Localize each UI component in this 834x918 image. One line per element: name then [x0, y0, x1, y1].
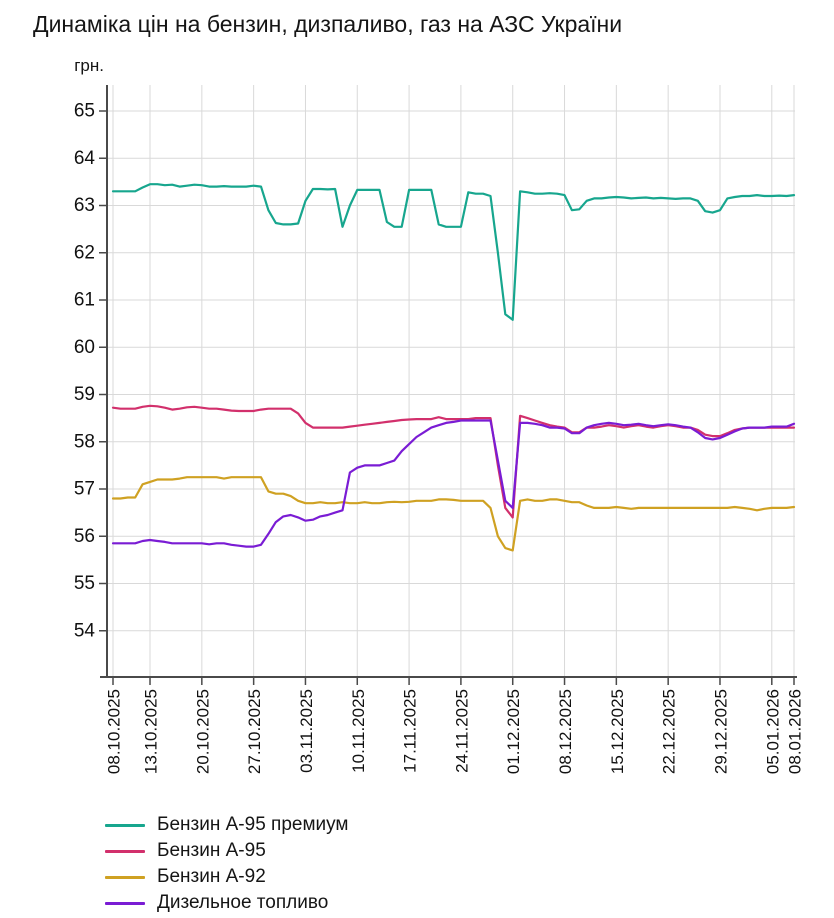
- y-axis-tick-label: 56: [74, 526, 95, 547]
- x-axis-tick-label: 08.10.2025: [105, 689, 124, 774]
- y-axis-tick-label: 62: [74, 242, 95, 263]
- x-axis-tick-label: 10.11.2025: [349, 689, 368, 773]
- legend-item-benzin-a95-premium: Бензин А-95 премиум: [105, 814, 348, 836]
- x-axis-tick-label: 20.10.2025: [193, 689, 212, 774]
- x-axis-tick-label: 08.01.2026: [786, 689, 805, 774]
- y-axis-tick-label: 55: [74, 573, 95, 594]
- series-line-3: [111, 419, 796, 548]
- y-axis-tick-label: 54: [74, 620, 96, 641]
- y-axis-tick-label: 61: [74, 290, 95, 311]
- x-axis-tick-label: 29.12.2025: [711, 689, 730, 774]
- y-axis-tick-label: 59: [74, 384, 95, 405]
- y-axis-tick-label: 63: [74, 195, 95, 216]
- x-axis-tick-label: 03.11.2025: [297, 689, 316, 773]
- legend-swatch-diesel: [105, 901, 145, 905]
- legend-item-benzin-a95: Бензин А-95: [105, 840, 348, 862]
- y-axis-tick-label: 64: [74, 148, 96, 169]
- x-axis-tick-label: 01.12.2025: [504, 689, 523, 774]
- legend-swatch-benzin-a92: [105, 875, 145, 879]
- legend-label-benzin-a95: Бензин А-95: [157, 840, 266, 861]
- y-axis-tick-label: 58: [74, 431, 95, 452]
- legend-label-diesel: Дизельное топливо: [157, 892, 329, 913]
- series-line-0: [111, 183, 796, 321]
- y-axis-tick-label: 60: [74, 337, 95, 358]
- series-line-2: [111, 476, 796, 552]
- x-axis-tick-label: 24.11.2025: [452, 689, 471, 773]
- legend-label-benzin-a92: Бензин А-92: [157, 866, 266, 887]
- x-axis-tick-label: 05.01.2026: [763, 689, 782, 774]
- y-axis-unit-label: грн.: [74, 56, 104, 75]
- x-axis-tick-label: 22.12.2025: [660, 689, 679, 774]
- x-axis-tick-label: 08.12.2025: [556, 689, 575, 774]
- chart-legend: Бензин А-95 премиум Бензин А-95 Бензин А…: [105, 814, 348, 914]
- legend-swatch-benzin-a95: [105, 849, 145, 853]
- x-axis-tick-label: 27.10.2025: [245, 689, 264, 774]
- chart-title: Динаміка цін на бензин, дизпаливо, газ н…: [33, 11, 623, 37]
- y-axis-tick-label: 65: [74, 101, 95, 122]
- legend-item-benzin-a92: Бензин А-92: [105, 866, 348, 888]
- x-axis-tick-label: 15.12.2025: [608, 689, 627, 774]
- y-axis-tick-label: 57: [74, 479, 95, 500]
- x-axis-tick-label: 17.11.2025: [401, 689, 420, 773]
- legend-swatch-benzin-a95-premium: [105, 823, 145, 827]
- legend-item-diesel: Дизельное топливо: [105, 892, 348, 914]
- x-axis-tick-label: 13.10.2025: [142, 689, 161, 774]
- price-line-chart: 54 55 56 57 58 59 60 61 62 63 64 65 08.10.2025 13.10.…: [74, 85, 805, 774]
- legend-label-benzin-a95-premium: Бензин А-95 премиум: [157, 814, 349, 835]
